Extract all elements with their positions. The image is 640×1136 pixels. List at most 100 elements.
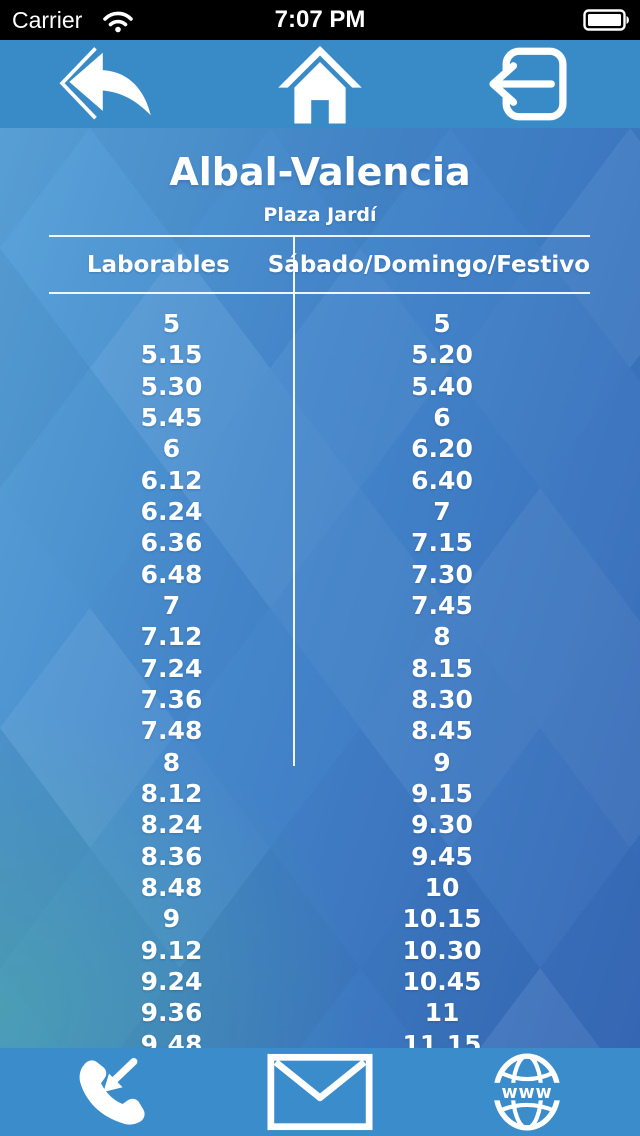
time-cell-weekend: 8	[433, 622, 451, 652]
email-button[interactable]	[265, 1048, 375, 1136]
time-cell-laborables: 8.48	[140, 873, 203, 903]
time-cell-weekend: 9.45	[411, 841, 473, 871]
time-cell-weekend: 7	[433, 497, 451, 527]
table-row: 7.24 8.15	[49, 653, 590, 684]
time-cell-weekend: 6.20	[411, 434, 473, 464]
table-row: 7.48 8.45	[49, 715, 590, 746]
time-cell-laborables: 7	[162, 591, 181, 621]
table-row: 5.30 5.40	[49, 371, 590, 402]
time-cell-laborables: 7.48	[140, 716, 203, 746]
time-cell-weekend: 9.15	[411, 779, 473, 809]
table-row: 6.24 7	[49, 496, 590, 527]
time-cell-weekend: 7.30	[411, 559, 473, 589]
time-cell-weekend: 6.40	[411, 465, 473, 495]
website-button[interactable]: www	[482, 1048, 572, 1136]
status-bar: Carrier 7:07 PM	[0, 0, 640, 40]
time-cell-weekend: 7.45	[411, 591, 473, 621]
time-cell-laborables: 6.48	[140, 559, 203, 589]
time-cell-weekend: 7.15	[411, 528, 473, 558]
table-row: 8.36 9.45	[49, 841, 590, 872]
table-row: 7 7.45	[49, 590, 590, 621]
battery-icon	[583, 9, 630, 31]
table-row: 6.12 6.40	[49, 465, 590, 496]
route-title: Albal-Valencia	[169, 150, 471, 194]
time-cell-weekend: 8.30	[411, 685, 473, 715]
table-header-row: Laborables Sábado/Domingo/Festivo	[49, 237, 590, 292]
home-button[interactable]	[258, 40, 382, 128]
time-cell-weekend: 11	[424, 998, 460, 1028]
time-cell-laborables: 5.45	[140, 403, 203, 433]
table-row: 5.45 6	[49, 402, 590, 433]
time-cell-laborables: 8.12	[140, 779, 203, 809]
table-row: 6 6.20	[49, 433, 590, 464]
column-header-laborables: Laborables	[86, 251, 230, 278]
time-cell-laborables: 7.12	[140, 622, 203, 652]
time-cell-weekend: 9	[433, 747, 451, 777]
time-cell-weekend: 5.20	[411, 340, 473, 370]
time-cell-laborables: 6	[162, 434, 181, 464]
timetable-rows: 5 5 5.15 5.20 5.30 5.40 5.45 6 6 6.20 6.12 6.40 6.24…	[49, 308, 590, 1048]
phone-incoming-call-icon	[64, 1052, 146, 1132]
time-cell-weekend: 8.15	[411, 653, 473, 683]
table-row: 9.48 11.15	[49, 1029, 590, 1048]
globe-www-icon: www	[487, 1052, 567, 1132]
table-row: 9.12 10.30	[49, 935, 590, 966]
exit-button[interactable]	[468, 40, 588, 128]
back-button[interactable]	[40, 40, 175, 128]
time-cell-weekend: 10.30	[402, 935, 482, 965]
time-cell-weekend: 9.30	[411, 810, 473, 840]
home-icon	[261, 43, 379, 125]
time-cell-weekend: 10.15	[402, 904, 482, 934]
time-cell-laborables: 8	[162, 747, 181, 777]
time-cell-weekend: 8.45	[411, 716, 473, 746]
envelope-icon	[267, 1053, 373, 1131]
diamond-pattern-background	[0, 128, 640, 1048]
carrier-label: Carrier	[12, 7, 83, 33]
time-cell-laborables: 8.36	[140, 841, 203, 871]
status-time: 7:07 PM	[274, 6, 366, 33]
time-cell-laborables: 5	[162, 309, 181, 339]
time-cell-laborables: 9.48	[140, 1029, 203, 1048]
svg-text:www: www	[501, 1083, 552, 1103]
wifi-icon	[102, 9, 134, 33]
time-cell-laborables: 6.24	[140, 497, 203, 527]
time-cell-laborables: 9.24	[140, 967, 203, 997]
time-cell-laborables: 9.12	[140, 935, 203, 965]
call-button[interactable]	[55, 1048, 155, 1136]
time-cell-laborables: 6.12	[140, 465, 203, 495]
time-cell-weekend: 5	[433, 309, 451, 339]
table-row: 7.12 8	[49, 621, 590, 652]
time-cell-laborables: 7.36	[140, 685, 203, 715]
column-header-weekend: Sábado/Domingo/Festivo	[267, 251, 590, 278]
top-navigation-bar	[0, 40, 640, 128]
back-arrow-icon	[40, 44, 175, 124]
time-cell-weekend: 6	[433, 403, 451, 433]
time-cell-laborables: 9	[162, 904, 181, 934]
route-subtitle: Plaza Jardí	[263, 204, 377, 226]
time-cell-laborables: 7.24	[140, 653, 203, 683]
time-cell-laborables: 6.36	[140, 528, 203, 558]
time-cell-weekend: 10.45	[402, 967, 482, 997]
time-cell-laborables: 9.36	[140, 998, 203, 1028]
time-cell-laborables: 5.15	[140, 340, 203, 370]
time-cell-laborables: 8.24	[140, 810, 203, 840]
time-cell-laborables: 5.30	[140, 371, 203, 401]
table-row: 5.15 5.20	[49, 339, 590, 370]
time-cell-weekend: 11.15	[402, 1029, 482, 1048]
timetable-content[interactable]: Albal-Valencia Plaza Jardí Laborables Sá…	[0, 128, 640, 1048]
time-cell-weekend: 5.40	[411, 371, 473, 401]
bottom-navigation-bar: www	[0, 1048, 640, 1136]
table-row: 9.24 10.45	[49, 966, 590, 997]
table-row: 6.48 7.30	[49, 559, 590, 590]
table-row: 8.24 9.30	[49, 809, 590, 840]
table-top-rule	[49, 235, 590, 237]
table-row: 8.12 9.15	[49, 778, 590, 809]
exit-icon	[472, 44, 584, 124]
column-divider	[293, 235, 295, 766]
table-row: 9.36 11	[49, 997, 590, 1028]
table-row: 9 10.15	[49, 903, 590, 934]
table-row: 7.36 8.30	[49, 684, 590, 715]
